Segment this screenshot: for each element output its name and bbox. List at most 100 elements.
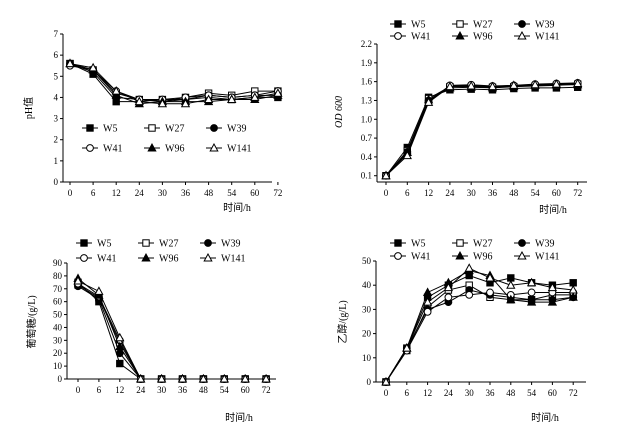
data-point — [547, 282, 558, 292]
legend-item: W96 — [452, 250, 492, 263]
data-point — [568, 284, 578, 294]
x-tick-label: 60 — [552, 188, 562, 198]
legend-label: W141 — [227, 144, 251, 155]
legend-item: W41 — [76, 254, 116, 265]
legend-marker — [517, 30, 527, 40]
legend-marker — [210, 124, 218, 132]
legend-label: W96 — [159, 254, 178, 265]
chart-panel-2: 0.1 0.4 0.7 1.0 1.3 1.6 1.9 2.2 0 6 12 24 30 36 48 54 60… — [334, 20, 587, 216]
data-point — [402, 150, 412, 160]
legend-item: W27 — [452, 20, 492, 31]
legend-item: W141 — [514, 30, 559, 43]
y-tick-label: 10 — [362, 353, 372, 363]
x-axis-title: 时间/h — [539, 203, 567, 216]
y-tick-label: 1 — [54, 156, 59, 166]
series-W141 — [381, 78, 583, 180]
y-axis-title: pH值 — [22, 97, 35, 119]
series-line — [77, 278, 267, 380]
x-tick-label: 0 — [384, 388, 389, 398]
series-line — [385, 274, 574, 383]
legend-marker — [147, 142, 157, 152]
legend-marker — [209, 142, 219, 152]
x-tick-label: 24 — [136, 385, 146, 395]
series-line — [385, 83, 578, 177]
legend-item: W5 — [390, 20, 425, 31]
data-point — [381, 170, 391, 180]
data-point — [506, 280, 516, 289]
data-point — [422, 297, 433, 306]
data-point — [465, 290, 474, 299]
series-W141 — [381, 263, 578, 386]
data-point — [94, 286, 104, 295]
data-point — [240, 373, 250, 383]
legend-label: W39 — [535, 20, 554, 31]
legend-label: W141 — [221, 254, 245, 265]
x-tick-label: 60 — [548, 388, 558, 398]
data-point — [273, 88, 283, 97]
legend-marker — [517, 250, 527, 260]
data-point — [485, 272, 495, 282]
x-tick-label: 54 — [527, 388, 537, 398]
y-axis-title: OD 600 — [334, 96, 345, 128]
data-point — [423, 307, 432, 316]
series-line — [385, 289, 574, 383]
data-point — [198, 373, 209, 383]
x-tick-label: 0 — [76, 385, 81, 395]
data-point — [111, 86, 121, 95]
legend-item: W41 — [390, 32, 430, 43]
legend-label: W39 — [227, 124, 246, 135]
data-point — [487, 81, 498, 91]
y-tick-label: 1.6 — [361, 77, 373, 87]
legend-label: W96 — [473, 32, 492, 43]
chart-panel-3: 0 10 20 30 40 50 60 70 80 90 0 6 12 24 30 36 48 54 60 72 葡萄糖… — [25, 239, 276, 424]
y-tick-label: 40 — [362, 280, 372, 290]
legend-item: W39 — [514, 239, 554, 250]
legend-marker — [394, 252, 402, 260]
legend-marker — [86, 144, 94, 152]
data-point — [116, 359, 124, 368]
legend-marker — [80, 254, 88, 262]
legend-label: W5 — [103, 124, 117, 135]
x-tick-label: 24 — [444, 388, 454, 398]
data-point — [486, 288, 494, 297]
data-point — [443, 282, 454, 292]
x-tick-label: 6 — [405, 388, 410, 398]
y-tick-label: 70 — [53, 284, 63, 294]
data-point — [115, 332, 125, 342]
legend-label: W5 — [411, 239, 425, 250]
chart-panel-4: 0 10 20 30 40 50 0 6 12 24 30 36 48 54 60 72 乙醇/(g/L) 时间/… — [336, 239, 586, 424]
x-tick-label: 12 — [112, 188, 121, 198]
series-W96 — [73, 273, 271, 383]
legend-label: W27 — [165, 124, 184, 135]
legend-label: W96 — [165, 144, 184, 155]
legend-item: W96 — [138, 252, 178, 265]
legend-marker — [203, 252, 213, 262]
data-point — [136, 373, 146, 383]
legend-marker — [394, 20, 402, 28]
legend-item: W41 — [82, 144, 122, 155]
x-tick-label: 36 — [488, 188, 498, 198]
y-tick-label: 3 — [54, 114, 59, 124]
legend-label: W41 — [411, 252, 430, 263]
legend-label: W27 — [473, 20, 492, 31]
x-axis-title: 时间/h — [225, 411, 253, 424]
y-tick-label: 50 — [53, 310, 63, 320]
legend-label: W41 — [97, 254, 116, 265]
series-W39 — [74, 282, 271, 383]
data-point — [527, 288, 536, 297]
x-tick-label: 12 — [424, 188, 433, 198]
legend-label: W96 — [473, 252, 492, 263]
x-tick-label: 36 — [181, 188, 191, 198]
y-tick-label: 60 — [53, 297, 63, 307]
data-point — [464, 263, 474, 272]
y-tick-label: 20 — [53, 348, 63, 358]
series-line — [385, 270, 574, 383]
x-tick-label: 30 — [158, 188, 168, 198]
legend-label: W41 — [411, 32, 430, 43]
x-tick-label: 6 — [91, 188, 96, 198]
y-tick-label: 4 — [54, 92, 59, 102]
series-W96 — [381, 79, 583, 180]
y-tick-label: 0 — [367, 377, 372, 387]
y-tick-label: 10 — [53, 361, 63, 371]
data-point — [177, 373, 188, 383]
